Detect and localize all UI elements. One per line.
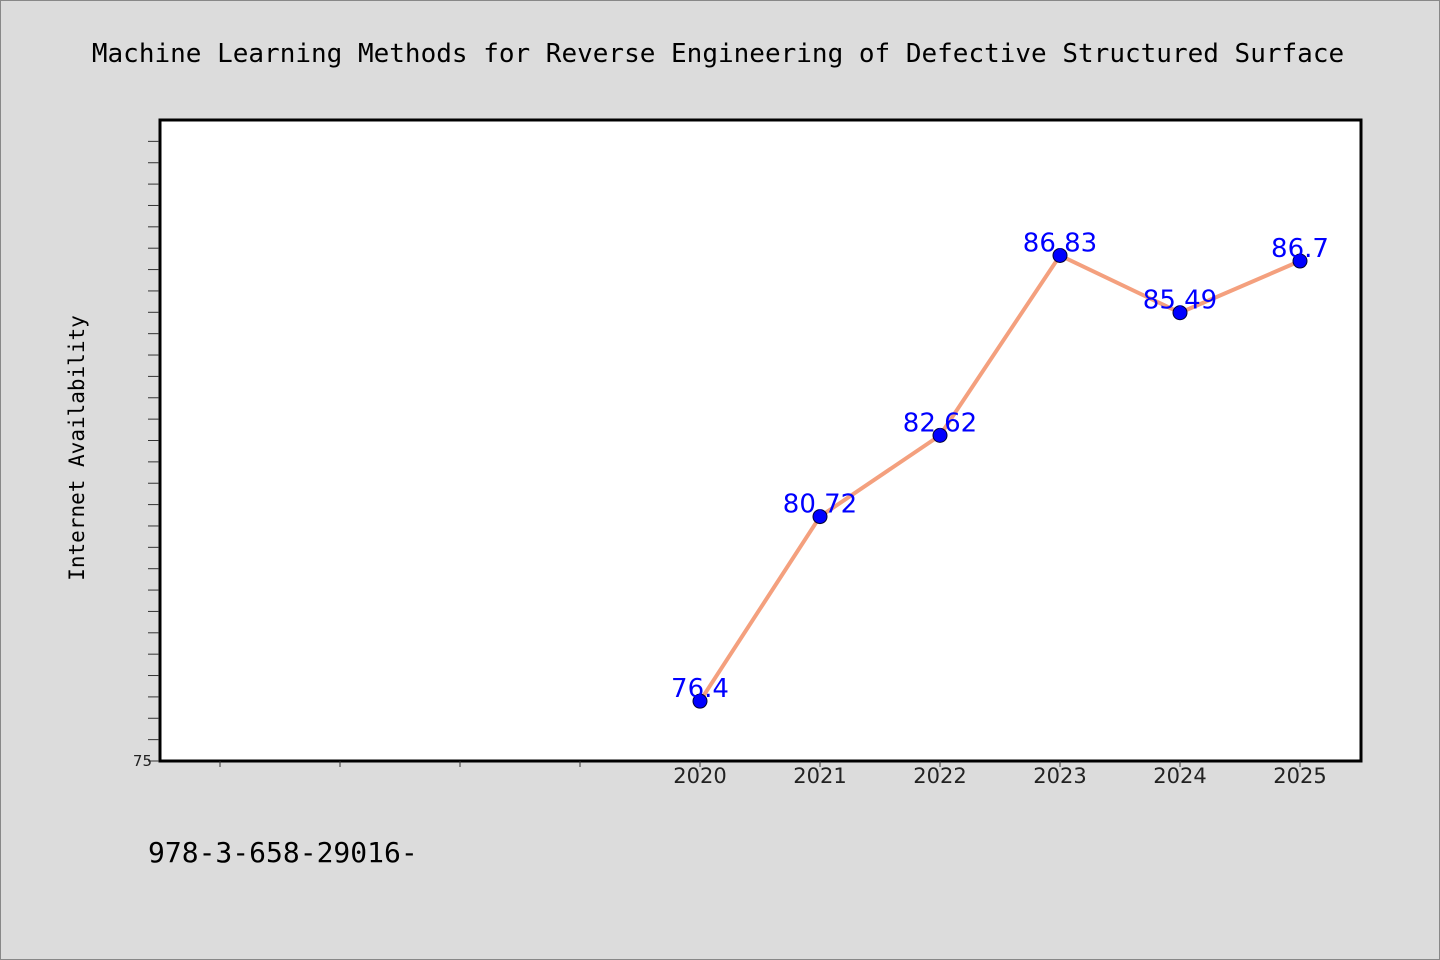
data-label: 76.4: [671, 674, 729, 704]
x-tick-label: 2021: [793, 764, 846, 788]
x-tick-label: 2023: [1033, 764, 1086, 788]
data-point-marker: [1172, 305, 1188, 321]
data-point-marker: [1292, 253, 1308, 269]
data-point-marker: [812, 509, 828, 525]
x-tick-label: 2020: [673, 764, 726, 788]
plot-area: [158, 118, 1363, 763]
data-label: 85.49: [1143, 286, 1217, 316]
x-axis-ticks: 2020 2021 2022 2023 2024 2025: [219, 761, 1327, 788]
y-axis-ticks: 75: [133, 140, 159, 770]
data-label: 86.83: [1023, 228, 1097, 258]
data-label: 86.7: [1271, 234, 1329, 264]
data-label: 82.62: [903, 408, 977, 438]
footer-code: 978-3-658-29016-: [148, 836, 418, 869]
data-point-marker: [932, 427, 948, 443]
data-point-marker: [1052, 247, 1068, 263]
chart-title: Machine Learning Methods for Reverse Eng…: [92, 39, 1344, 69]
series-line: [698, 253, 1301, 703]
y-axis-label: Internet Availability: [65, 315, 89, 581]
data-label: 80.72: [783, 490, 857, 520]
x-tick-label: 2025: [1273, 764, 1326, 788]
data-labels-group: 76.4 80.72 82.62 86.83 85.49 86.7: [671, 228, 1329, 704]
data-point-marker: [692, 693, 708, 709]
y-tick-label: 75: [133, 752, 152, 770]
x-tick-label: 2022: [913, 764, 966, 788]
x-tick-label: 2024: [1153, 764, 1206, 788]
series-line-group: [692, 247, 1308, 709]
